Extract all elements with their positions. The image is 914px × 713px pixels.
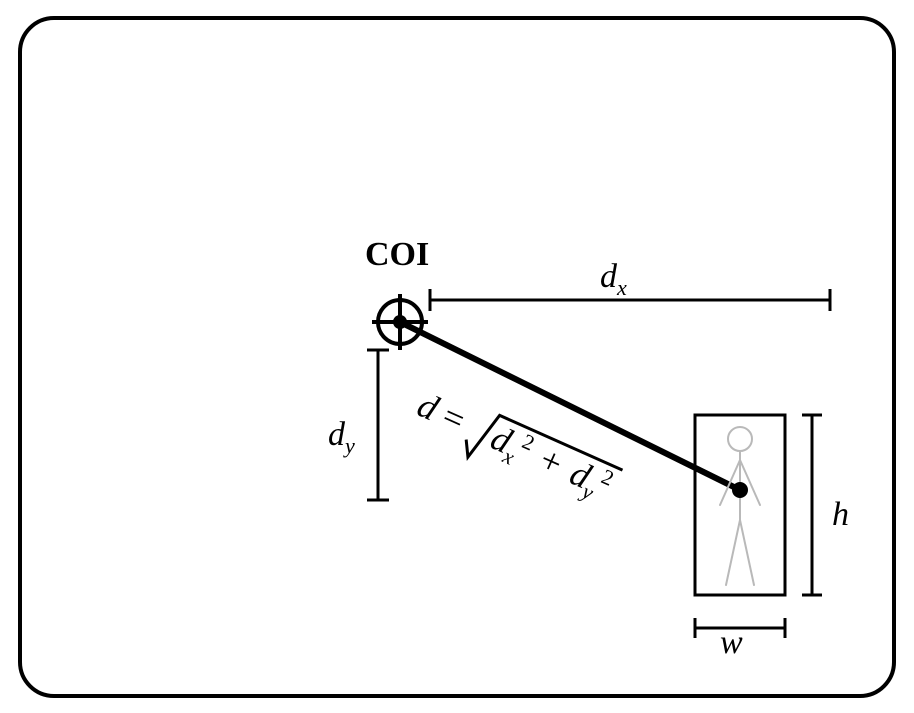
dy-label-sub: y bbox=[345, 433, 355, 458]
dx-label-sub: x bbox=[617, 275, 627, 300]
diagram-svg bbox=[0, 0, 914, 713]
coi-marker bbox=[372, 294, 428, 350]
h-label: h bbox=[832, 496, 849, 534]
dx-dimension bbox=[430, 289, 830, 311]
diagram-canvas: COI dx dy h w d = dx2 + dy2 bbox=[0, 0, 914, 713]
dx-label-base: d bbox=[600, 258, 617, 295]
w-label: w bbox=[720, 624, 743, 662]
dx-label: dx bbox=[600, 258, 627, 301]
dy-label: dy bbox=[328, 416, 355, 459]
coi-label: COI bbox=[365, 236, 429, 274]
person-bbox bbox=[695, 415, 785, 595]
dy-dimension bbox=[367, 350, 389, 500]
dy-label-base: d bbox=[328, 416, 345, 453]
h-dimension bbox=[802, 415, 822, 595]
